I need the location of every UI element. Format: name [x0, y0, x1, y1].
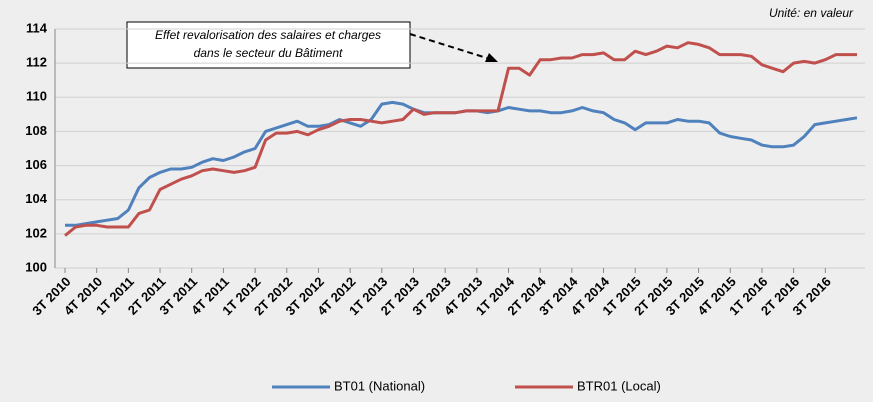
- legend-label: BT01 (National): [334, 378, 425, 393]
- annotation-box: [126, 21, 411, 69]
- arrow-head: [485, 53, 498, 62]
- legend-label: BTR01 (Local): [577, 378, 661, 393]
- y-tick-label: 100: [25, 259, 47, 274]
- annotation-arrow: [409, 33, 491, 60]
- y-tick-label: 108: [25, 123, 47, 138]
- y-tick-label: 112: [26, 55, 47, 70]
- y-tick-label: 110: [26, 89, 47, 104]
- y-tick-label: 114: [26, 20, 48, 35]
- series-line: [64, 41, 857, 237]
- unit-note: Unité: en valeur: [769, 6, 854, 20]
- annotation: dans le secteur du Bâtiment: [194, 46, 343, 60]
- annotation: Effet revalorisation des salaires et cha…: [155, 28, 381, 42]
- series-line: [65, 100, 858, 227]
- y-tick-label: 102: [25, 225, 47, 240]
- y-tick-label: 104: [25, 191, 47, 206]
- y-tick-label: 106: [25, 157, 47, 172]
